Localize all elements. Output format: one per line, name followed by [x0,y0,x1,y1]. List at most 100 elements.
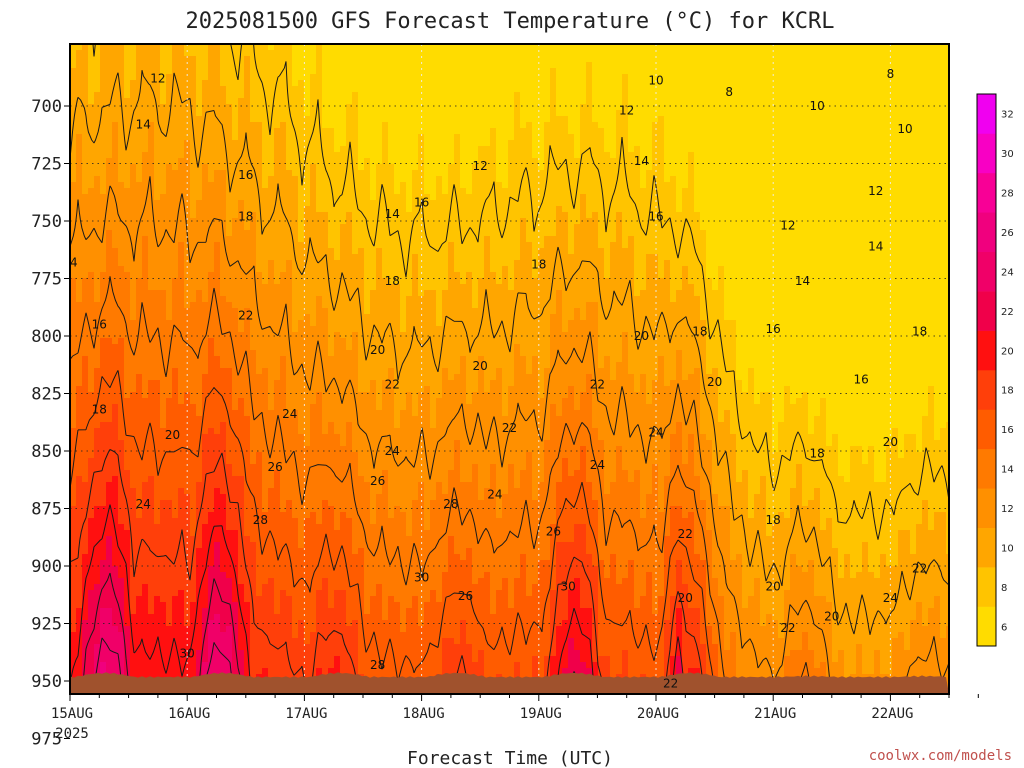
field-cell [280,434,287,441]
field-cell [70,458,77,465]
field-cell [94,548,101,555]
field-cell [226,332,233,339]
field-cell [238,602,245,609]
field-cell [304,428,311,435]
field-cell [232,626,239,633]
field-cell [262,308,269,315]
field-cell [100,380,107,387]
field-cell [208,218,215,225]
field-cell [268,56,275,63]
field-cell [160,470,167,477]
field-cell [148,332,155,339]
field-cell [148,608,155,615]
field-cell [100,506,107,513]
field-cell [166,386,173,393]
field-cell [220,518,227,525]
field-cell [130,92,137,99]
field-cell [340,200,347,207]
field-cell [70,266,77,273]
field-cell [124,44,131,51]
field-cell [76,536,83,543]
field-cell [250,578,257,585]
field-cell [166,272,173,279]
field-cell [244,452,251,459]
field-cell [160,44,167,51]
field-cell [124,176,131,183]
field-cell [322,608,329,615]
field-cell [298,62,305,69]
field-cell [106,212,113,219]
field-cell [118,482,125,489]
field-cell [172,554,179,561]
field-cell [280,620,287,627]
field-cell [172,272,179,279]
field-cell [76,284,83,291]
field-cell [268,68,275,75]
field-cell [220,326,227,333]
field-cell [322,182,329,189]
field-cell [274,410,281,417]
field-cell [262,56,269,63]
field-cell [214,440,221,447]
field-cell [214,62,221,69]
field-cell [154,134,161,141]
field-cell [190,374,197,381]
field-cell [148,416,155,423]
field-cell [142,236,149,243]
field-cell [142,344,149,351]
field-cell [220,554,227,561]
field-cell [334,302,341,309]
field-cell [304,410,311,417]
field-cell [130,242,137,249]
field-cell [88,206,95,213]
field-cell [184,500,191,507]
field-cell [160,446,167,453]
field-cell [250,104,257,111]
field-cell [106,92,113,99]
field-cell [136,548,143,555]
field-cell [262,512,269,519]
field-cell [304,536,311,543]
field-cell [310,140,317,147]
field-cell [292,110,299,117]
field-cell [286,596,293,603]
field-cell [190,344,197,351]
field-cell [316,224,323,231]
field-cell [292,98,299,105]
field-cell [124,230,131,237]
field-cell [304,488,311,495]
field-cell [130,608,137,615]
field-cell [196,398,203,405]
field-cell [280,476,287,483]
field-cell [292,548,299,555]
field-cell [202,296,209,303]
field-cell [202,494,209,501]
field-cell [76,230,83,237]
field-cell [100,74,107,81]
field-cell [166,614,173,621]
field-cell [268,548,275,555]
field-cell [106,320,113,327]
field-cell [100,332,107,339]
field-cell [208,602,215,609]
field-cell [70,500,77,507]
field-cell [286,422,293,429]
field-cell [238,428,245,435]
field-cell [328,86,335,93]
field-cell [286,170,293,177]
field-cell [76,50,83,57]
field-cell [304,266,311,273]
field-cell [124,542,131,549]
field-cell [316,128,323,135]
field-cell [76,374,83,381]
field-cell [316,362,323,369]
field-cell [208,614,215,621]
field-cell [292,374,299,381]
field-cell [196,374,203,381]
field-cell [274,200,281,207]
field-cell [292,80,299,87]
field-cell [76,560,83,567]
field-cell [268,308,275,315]
field-cell [88,182,95,189]
field-cell [154,524,161,531]
